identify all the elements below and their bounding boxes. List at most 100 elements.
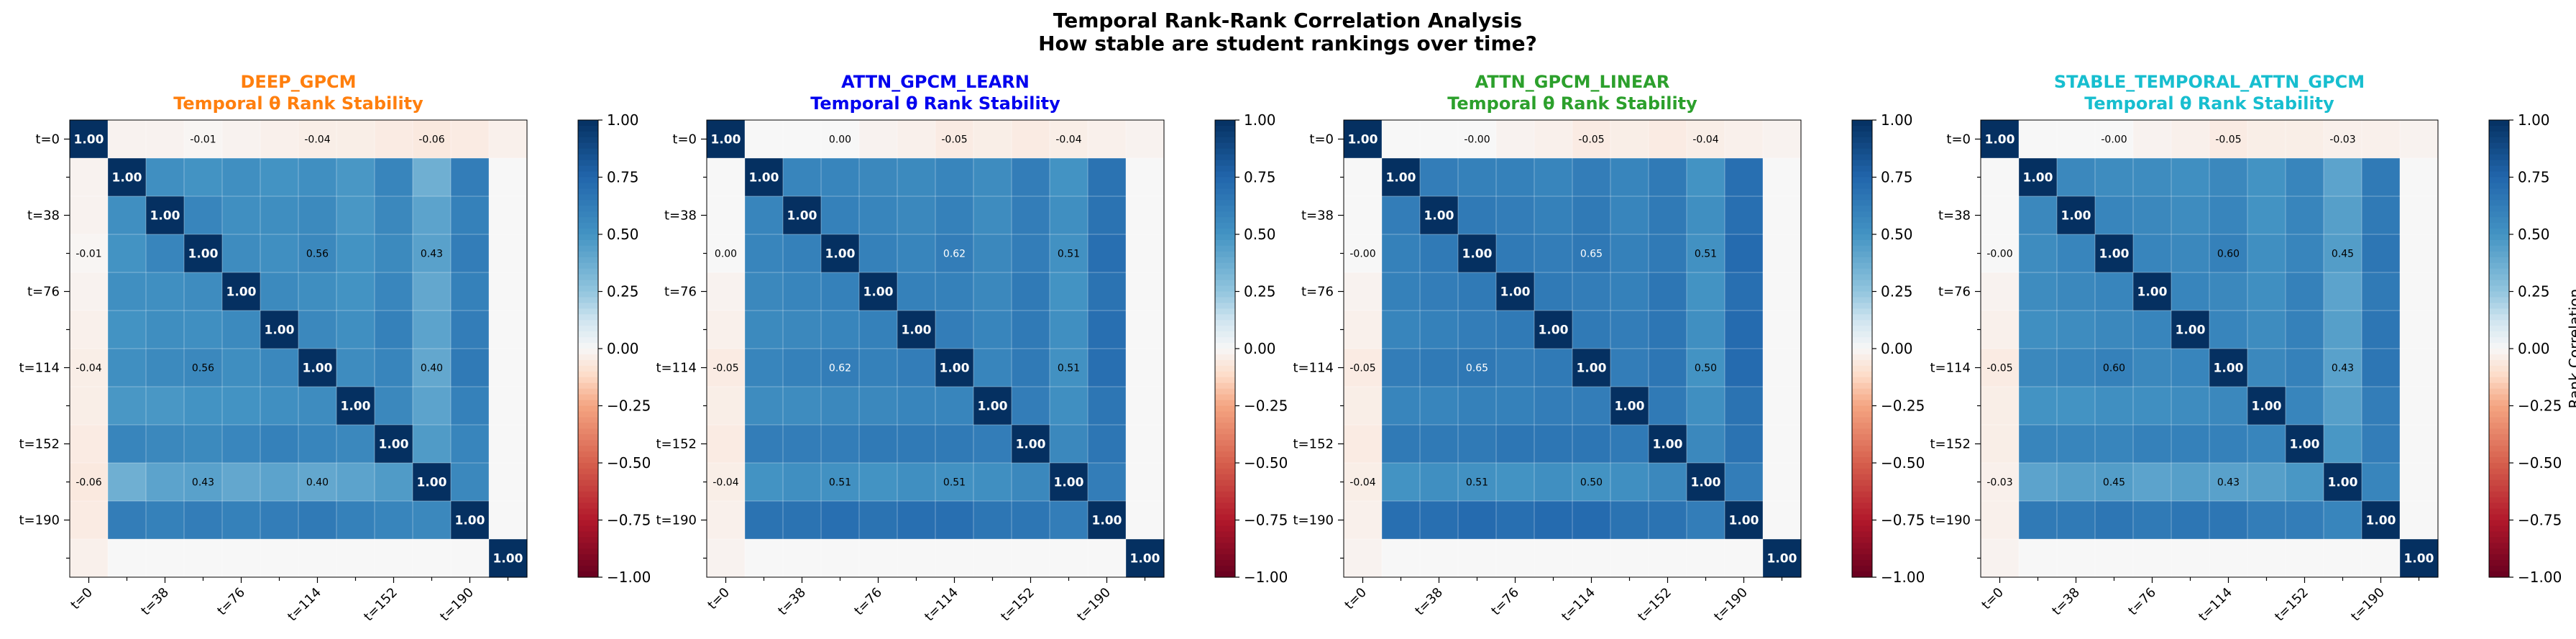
colorbar-segment xyxy=(2489,388,2509,395)
x-tick-label: t=38 xyxy=(1412,585,1446,619)
heatmap-cell xyxy=(1572,196,1611,235)
colorbar-segment xyxy=(1852,171,1872,178)
colorbar-segment xyxy=(2489,206,2509,212)
heatmap-cell xyxy=(375,387,413,426)
cell-label: -0.04 xyxy=(75,363,101,374)
heatmap-cell xyxy=(2095,120,2134,159)
cell-label: 0.51 xyxy=(1695,249,1717,260)
colorbar-segment xyxy=(578,291,598,298)
colorbar-segment xyxy=(1852,234,1872,241)
colorbar-segment xyxy=(1215,491,1235,498)
heatmap-cell xyxy=(108,425,147,464)
heatmap-cell xyxy=(897,311,936,349)
heatmap-cell xyxy=(859,234,898,273)
heatmap-cell xyxy=(451,234,490,273)
heatmap-cell xyxy=(451,196,490,235)
y-tick-label: t=38 xyxy=(664,208,697,224)
heatmap-cell xyxy=(2400,196,2439,235)
heatmap-cell xyxy=(1610,501,1649,540)
heatmap-cell xyxy=(260,234,299,273)
colorbar-segment xyxy=(2489,497,2509,504)
colorbar-segment xyxy=(1852,206,1872,212)
colorbar-segment xyxy=(578,274,598,281)
colorbar-segment xyxy=(1215,148,1235,155)
heatmap-cell xyxy=(222,425,261,464)
heatmap-cell xyxy=(1534,158,1573,197)
cell-label: -0.00 xyxy=(2101,134,2127,146)
heatmap-cell xyxy=(1126,349,1165,387)
heatmap-cell xyxy=(1687,387,1725,426)
colorbar-segment xyxy=(578,485,598,492)
colorbar-segment xyxy=(2489,137,2509,144)
heatmap-cell xyxy=(298,311,337,349)
cell-label: 0.62 xyxy=(829,363,851,374)
colorbar-segment xyxy=(578,371,598,378)
heatmap-cell xyxy=(1420,120,1459,159)
heatmap-cell xyxy=(451,158,490,197)
heatmap-cell xyxy=(2324,501,2362,540)
heatmap-cell xyxy=(336,501,375,540)
y-tick-label: t=190 xyxy=(1293,513,1334,528)
cell-label: 1.00 xyxy=(226,285,257,300)
panel-title: STABLE_TEMPORAL_ATTN_GPCM xyxy=(2054,72,2365,92)
heatmap-cell xyxy=(2286,272,2324,311)
heatmap-cell xyxy=(1458,196,1497,235)
cell-label: 1.00 xyxy=(2176,323,2206,338)
colorbar-segment xyxy=(1215,245,1235,252)
heatmap-cell xyxy=(222,234,261,273)
heatmap-cell xyxy=(1496,234,1535,273)
cell-label: 0.43 xyxy=(421,249,443,260)
heatmap-cell xyxy=(2133,120,2172,159)
heatmap-cell xyxy=(146,463,185,502)
colorbar-segment xyxy=(1852,303,1872,309)
y-tick-label: t=114 xyxy=(1930,361,1971,376)
colorbar-segment xyxy=(578,365,598,372)
heatmap-cell xyxy=(2133,272,2172,311)
colorbar-segment xyxy=(578,257,598,264)
heatmap-cell xyxy=(2286,387,2324,426)
heatmap-cell xyxy=(336,272,375,311)
colorbar-segment xyxy=(578,268,598,275)
heatmap-cell xyxy=(489,349,528,387)
cell-label: 1.00 xyxy=(2023,171,2053,185)
heatmap-cell xyxy=(935,349,974,387)
heatmap-cell xyxy=(70,539,109,578)
cell-label: 1.00 xyxy=(2061,209,2091,224)
heatmap-cell xyxy=(1012,120,1050,159)
heatmap-cell xyxy=(260,272,299,311)
cell-label: -0.05 xyxy=(1349,363,1375,374)
heatmap-cell xyxy=(1610,272,1649,311)
colorbar-tick-label: −0.75 xyxy=(1881,512,1925,529)
colorbar-tick-label: 1.00 xyxy=(1244,111,1276,129)
colorbar-segment xyxy=(1215,463,1235,469)
heatmap-cell xyxy=(1012,463,1050,502)
cell-label: 1.00 xyxy=(1691,476,1721,490)
cell-label: 1.00 xyxy=(1729,514,1759,528)
colorbar-tick-label: −1.00 xyxy=(2518,569,2562,586)
heatmap-cell xyxy=(1088,501,1127,540)
heatmap-cell xyxy=(2095,349,2134,387)
colorbar-segment xyxy=(1215,485,1235,492)
heatmap-cell xyxy=(2171,196,2210,235)
cell-label: 0.45 xyxy=(2103,477,2125,489)
heatmap-cell xyxy=(298,463,337,502)
heatmap-cell xyxy=(2209,234,2248,273)
heatmap-cell xyxy=(489,272,528,311)
heatmap-cell xyxy=(70,311,109,349)
heatmap-cell xyxy=(973,387,1012,426)
colorbar-segment xyxy=(578,285,598,293)
cell-label: 1.00 xyxy=(2099,247,2130,262)
cell-label: -0.06 xyxy=(75,477,101,489)
heatmap-cell xyxy=(2171,539,2210,578)
cell-label: 1.00 xyxy=(978,400,1008,414)
heatmap-cell xyxy=(1382,196,1421,235)
heatmap-cell xyxy=(375,349,413,387)
heatmap-cell xyxy=(821,501,860,540)
heatmap-cell xyxy=(222,349,261,387)
heatmap-cell xyxy=(1344,196,1383,235)
colorbar-segment xyxy=(578,423,598,429)
colorbar-segment xyxy=(1852,531,1872,538)
colorbar-segment xyxy=(1215,343,1235,349)
heatmap-cell xyxy=(2209,158,2248,197)
